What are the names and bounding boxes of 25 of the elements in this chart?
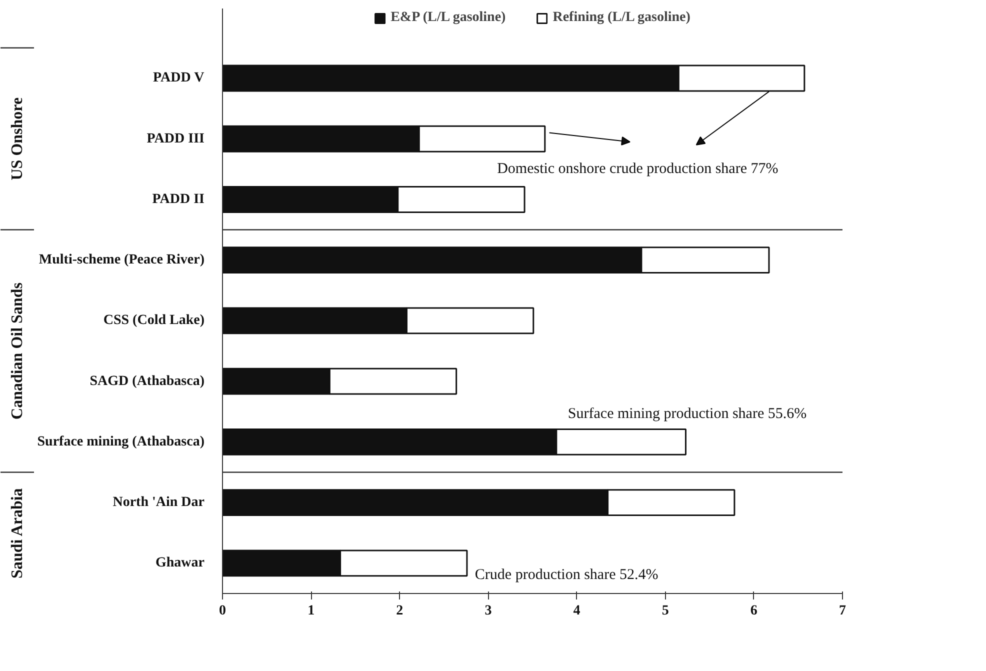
annotation: Domestic onshore crude production share 77% — [497, 160, 778, 177]
y-tick-label: Ghawar — [156, 556, 204, 571]
x-tick-label: 5 — [662, 604, 669, 618]
x-tick-label: 2 — [396, 604, 404, 618]
text: US Onshore — [9, 97, 26, 180]
x-tick-label: 0 — [219, 604, 226, 618]
x-tick-label: 3 — [484, 604, 492, 618]
y-tick-label: SAGD (Athabasca) — [90, 374, 205, 389]
x-tick-label: 4 — [573, 604, 580, 618]
y-tick-label: PADD II — [152, 192, 205, 207]
y-tick-label: CSS (Cold Lake) — [103, 313, 205, 328]
annotation: Surface mining production share 55.6% — [568, 406, 807, 422]
y-tick-label: PADD III — [146, 131, 205, 146]
legend-label: E&P (L/L gasoline) — [390, 10, 506, 26]
legend-label: Refining (L/L gasoline) — [552, 10, 690, 26]
x-tick-label: 7 — [839, 604, 846, 618]
annotation: Crude production share 52.4% — [474, 567, 658, 584]
y-tick-label: Multi-scheme (Peace River) — [38, 252, 205, 268]
y-tick-label: Surface mining (Athabasca) — [37, 434, 205, 450]
y-tick-label: PADD V — [153, 70, 204, 86]
x-tick-label: 1 — [308, 604, 315, 618]
text: Canadian Oil Sands — [9, 282, 26, 420]
y-tick-label: North 'Ain Dar — [112, 495, 205, 510]
text: Saudi Arabia — [9, 488, 26, 578]
x-tick-label: 6 — [750, 604, 758, 618]
